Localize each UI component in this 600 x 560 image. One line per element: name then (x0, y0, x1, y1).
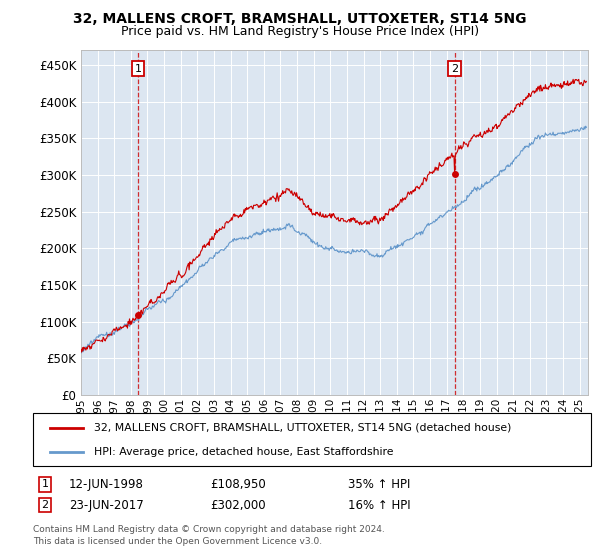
Text: 2: 2 (451, 64, 458, 74)
Text: 23-JUN-2017: 23-JUN-2017 (69, 498, 144, 512)
Text: 1: 1 (134, 64, 142, 74)
Text: HPI: Average price, detached house, East Staffordshire: HPI: Average price, detached house, East… (94, 446, 394, 456)
Text: Contains HM Land Registry data © Crown copyright and database right 2024.: Contains HM Land Registry data © Crown c… (33, 525, 385, 534)
Text: 2: 2 (41, 500, 49, 510)
Text: £108,950: £108,950 (210, 478, 266, 491)
Text: 12-JUN-1998: 12-JUN-1998 (69, 478, 144, 491)
Text: 1: 1 (41, 479, 49, 489)
Text: Price paid vs. HM Land Registry's House Price Index (HPI): Price paid vs. HM Land Registry's House … (121, 25, 479, 38)
Text: £302,000: £302,000 (210, 498, 266, 512)
Text: 32, MALLENS CROFT, BRAMSHALL, UTTOXETER, ST14 5NG (detached house): 32, MALLENS CROFT, BRAMSHALL, UTTOXETER,… (94, 423, 512, 433)
Text: 32, MALLENS CROFT, BRAMSHALL, UTTOXETER, ST14 5NG: 32, MALLENS CROFT, BRAMSHALL, UTTOXETER,… (73, 12, 527, 26)
Text: 16% ↑ HPI: 16% ↑ HPI (348, 498, 410, 512)
Text: This data is licensed under the Open Government Licence v3.0.: This data is licensed under the Open Gov… (33, 537, 322, 546)
Text: 35% ↑ HPI: 35% ↑ HPI (348, 478, 410, 491)
